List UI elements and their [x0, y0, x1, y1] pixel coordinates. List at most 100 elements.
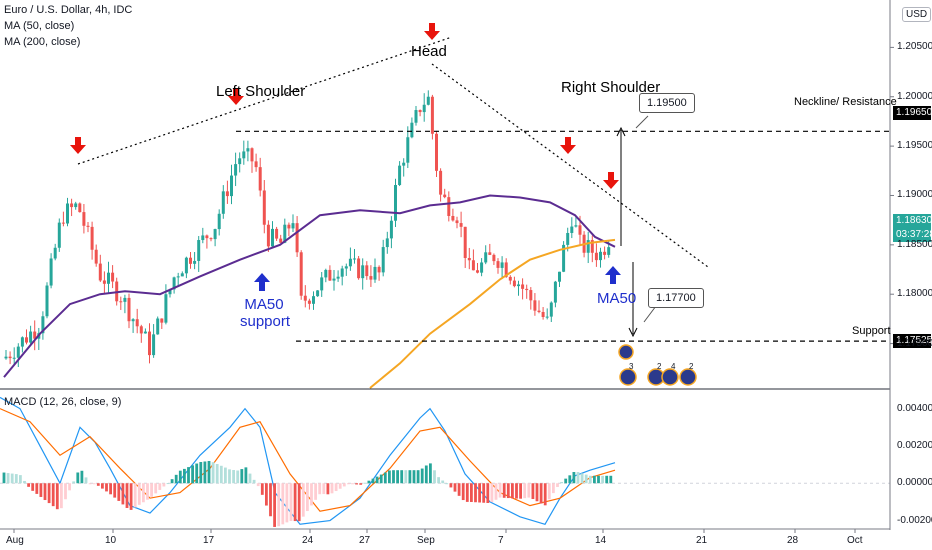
price-tick-label: 1.20500 — [897, 41, 932, 53]
macd-histogram-bar — [392, 470, 395, 484]
macd-histogram-bar — [371, 478, 375, 484]
candle-body — [545, 316, 549, 318]
macd-histogram-bar — [547, 483, 551, 500]
candle-body — [455, 220, 459, 224]
time-tick-label: 7 — [498, 535, 504, 546]
macd-histogram-bar — [84, 477, 88, 484]
event-flag-icon — [619, 368, 637, 386]
macd-histogram-bar — [420, 468, 424, 484]
right-shoulder-label: Right Shoulder — [561, 79, 661, 96]
macd-histogram-bar — [6, 473, 10, 484]
price-tick-label: 1.17500 — [897, 337, 932, 349]
macd-histogram-bar — [576, 472, 580, 484]
macd-histogram-bar — [597, 475, 600, 484]
macd-histogram-bar — [2, 472, 6, 484]
candle-body — [74, 203, 78, 208]
macd-histogram-bar — [289, 483, 293, 521]
currency-badge[interactable]: USD — [902, 7, 932, 22]
macd-histogram-bar — [498, 483, 502, 498]
macd-histogram-bar — [23, 480, 26, 484]
symbol-title: Euro / U.S. Dollar, 4h, IDC — [4, 4, 133, 16]
candle-body — [529, 290, 533, 301]
macd-histogram-bar — [453, 483, 457, 492]
macd-histogram-bar — [437, 477, 440, 484]
price-tick-label: 1.19500 — [897, 140, 932, 152]
macd-histogram-bar — [215, 463, 219, 484]
blue-up-arrow — [254, 273, 270, 291]
candle-body — [344, 266, 348, 269]
candle-body — [451, 215, 455, 221]
ma50-support-label: MA50 support — [240, 296, 290, 330]
callout-target-down[interactable]: 1.17700 — [648, 288, 704, 308]
macd-histogram-bar — [560, 481, 563, 484]
candle-body — [517, 284, 520, 287]
macd-histogram-bar — [351, 483, 354, 485]
callout-target-up[interactable]: 1.19500 — [639, 93, 695, 113]
candle-body — [443, 194, 447, 198]
time-tick-label: Oct — [847, 535, 863, 546]
time-tick-label: 28 — [787, 535, 799, 546]
candle-body — [242, 151, 246, 159]
candle-body — [271, 228, 274, 247]
candle-body — [66, 203, 69, 224]
candle-body — [521, 284, 525, 289]
candle-body — [262, 190, 266, 225]
candle-body — [123, 297, 127, 302]
macd-histogram-bar — [260, 483, 264, 495]
candle-body — [213, 229, 217, 240]
candle-body — [189, 257, 192, 264]
candle-body — [160, 318, 164, 323]
macd-histogram-bar — [404, 470, 408, 484]
candle-body — [553, 281, 557, 303]
candle-body — [230, 175, 233, 197]
macd-histogram-bar — [396, 470, 399, 484]
macd-histogram-bar — [133, 483, 137, 508]
event-count[interactable]: 2 — [657, 362, 662, 371]
event-count[interactable]: 3 — [629, 362, 634, 371]
candle-body — [143, 331, 147, 334]
candle-body — [467, 257, 471, 261]
current-price-label: 1.18630 — [893, 214, 932, 228]
candle-body — [353, 258, 356, 260]
macd-histogram-bar — [244, 467, 248, 484]
candle-body — [295, 223, 299, 253]
candle-body — [316, 290, 320, 297]
macd-histogram-bar — [342, 483, 346, 487]
candle-body — [406, 137, 410, 163]
candle-body — [184, 257, 188, 274]
macd-histogram-bar — [535, 483, 539, 502]
macd-histogram-bar — [322, 483, 326, 495]
macd-histogram-bar — [105, 483, 108, 492]
macd-histogram-bar — [199, 462, 203, 484]
macd-histogram-bar — [19, 475, 22, 484]
candle-body — [512, 280, 516, 287]
candle-body — [135, 319, 139, 327]
candle-body — [111, 272, 115, 282]
candle-body — [176, 276, 180, 278]
macd-histogram-bar — [330, 483, 334, 494]
macd-histogram-bar — [236, 470, 240, 484]
candle-body — [381, 247, 385, 273]
candle-body — [578, 225, 582, 235]
head-label: Head — [411, 43, 447, 60]
candle-body — [250, 148, 254, 162]
macd-histogram-bar — [117, 483, 121, 501]
red-down-arrow — [560, 137, 576, 154]
macd-histogram-bar — [449, 483, 453, 488]
support-label: Support — [852, 325, 891, 337]
macd-histogram-bar — [580, 473, 584, 484]
price-tick-label: 1.20000 — [897, 90, 932, 102]
macd-histogram-bar — [445, 483, 449, 485]
candle-body — [172, 277, 176, 290]
macd-histogram-bar — [55, 483, 59, 510]
event-count[interactable]: 2 — [689, 362, 694, 371]
event-count[interactable]: 4 — [671, 362, 676, 371]
candle-body — [238, 158, 242, 165]
candle-body — [275, 228, 279, 239]
time-tick-label: 14 — [595, 535, 607, 546]
candle-body — [102, 280, 106, 284]
macd-histogram-bar — [240, 469, 244, 484]
macd-histogram-bar — [166, 483, 170, 485]
macd-histogram-bar — [219, 465, 223, 484]
